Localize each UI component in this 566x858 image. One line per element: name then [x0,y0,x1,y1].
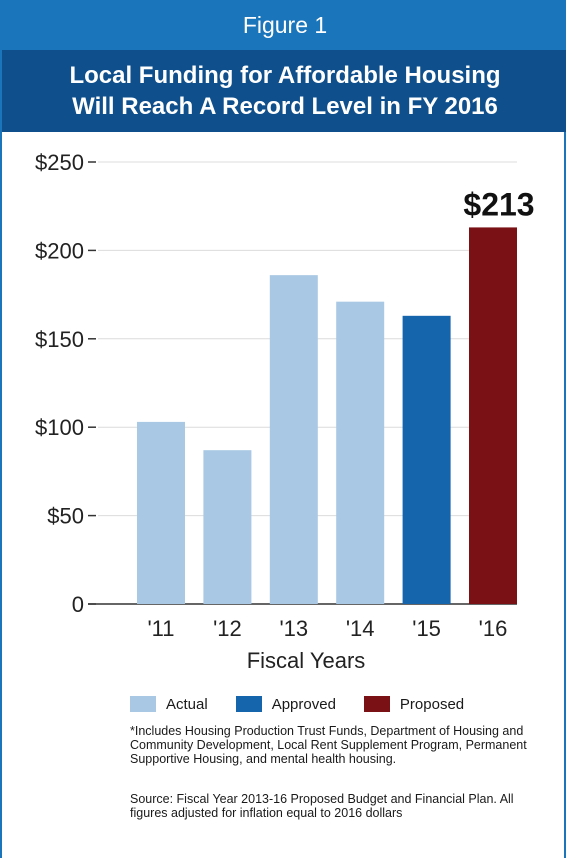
x-tick-label: '12 [213,616,242,641]
legend-swatch-actual [130,696,156,712]
legend-label-actual: Actual [166,695,208,713]
legend-item-actual: Actual [130,696,208,713]
source-note: Source: Fiscal Year 2013-16 Proposed Bud… [130,792,514,820]
x-tick-label: '13 [279,616,308,641]
x-tick-label: '14 [346,616,375,641]
x-tick-label: '16 [479,616,508,641]
y-tick-label: $100 [35,415,84,440]
bar-chart: 0 $50 $100 $150 $200 $250 '11 '12 '13 '14 '15 '16 $2… [35,150,535,673]
y-tick-label: $250 [35,150,84,175]
legend-swatch-proposed [363,696,390,712]
x-axis-label: Fiscal Years [247,648,366,673]
legend-item-proposed: Proposed [363,695,465,713]
footnote: *Includes Housing Production Trust Funds… [130,724,527,766]
y-tick-label: $200 [35,238,84,263]
bar [469,227,517,604]
y-tick-label: $150 [35,327,84,352]
bar [402,315,451,604]
legend-item-approved: Approved [235,695,336,713]
legend-label-approved: Approved [271,695,336,713]
x-tick-label: '11 [147,616,174,641]
bar [137,421,185,604]
y-tick-label: $50 [47,504,84,529]
legend-swatch-approved [235,696,262,712]
data-label: $213 [463,186,534,222]
chart-title: Local Funding for Affordable Housing Wil… [2,50,566,132]
bar [269,275,318,604]
legend-label-proposed: Proposed [399,695,465,713]
bar [336,301,385,604]
figure-label: Figure 1 [2,0,566,50]
y-tick-label: 0 [72,592,84,617]
x-tick-label: '15 [412,616,441,641]
chart-legend: Actual Approved Proposed [130,690,492,718]
chart-title-line-1: Local Funding for Affordable Housing [69,62,501,89]
bar [203,450,252,604]
chart-title-line-2: Will Reach A Record Level in FY 2016 [72,93,498,120]
